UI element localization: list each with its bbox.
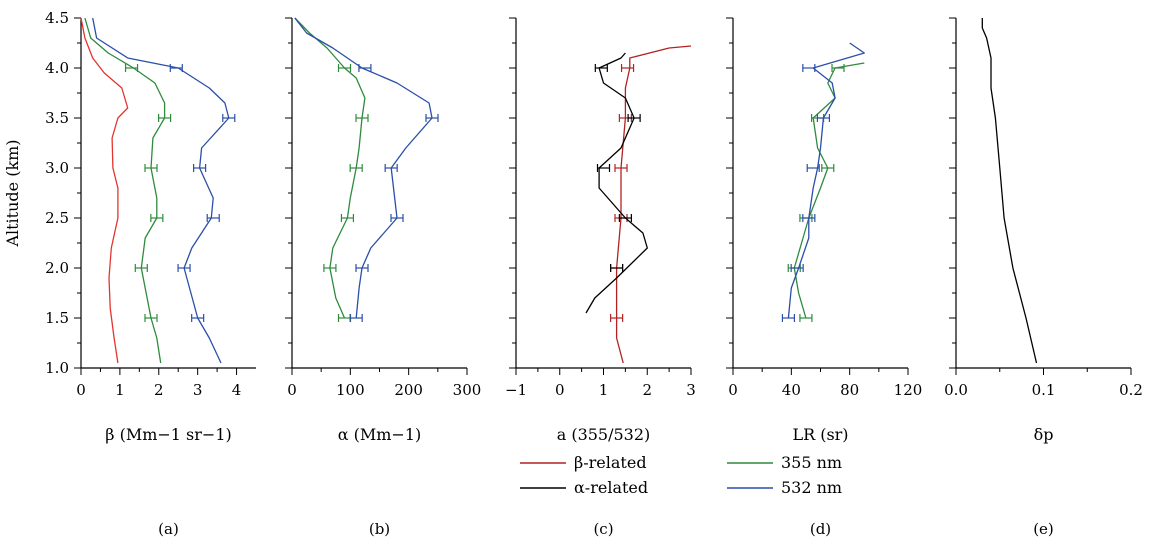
x-tick-label: 0 — [76, 381, 86, 399]
series-line — [294, 17, 433, 319]
legend: β-related α-related 355 nm 532 nm — [520, 453, 842, 497]
x-tick-label: −1 — [505, 381, 527, 399]
series-line — [793, 62, 865, 319]
panel-letter: (c) — [593, 520, 613, 538]
x-tick-label: 300 — [453, 381, 482, 399]
series-line — [615, 45, 692, 364]
panel-2: 0 100 200 300 α (Mm−1) (b) — [285, 17, 482, 538]
x-tick-label: 0 — [287, 381, 297, 399]
x-tick-label: 0 — [728, 381, 738, 399]
panel-4: 0 40 80 120 LR (sr) (d) — [726, 17, 923, 538]
legend-label: β-related — [574, 453, 647, 472]
x-tick-label: 2 — [642, 381, 652, 399]
x-tick-label: 3 — [686, 381, 696, 399]
x-tick-label: 1 — [599, 381, 609, 399]
panel-letter: (b) — [369, 520, 390, 538]
y-tick-label: 2.5 — [45, 209, 69, 227]
x-axis-title: LR (sr) — [792, 425, 848, 444]
legend-label: α-related — [574, 478, 648, 497]
legend-label: 355 nm — [781, 453, 842, 472]
x-tick-label: 80 — [840, 381, 859, 399]
series-line — [787, 42, 865, 319]
x-tick-label: 2 — [154, 381, 164, 399]
panel-letter: (d) — [810, 520, 831, 538]
x-tick-label: 0.2 — [1119, 381, 1143, 399]
x-tick-label: 200 — [394, 381, 423, 399]
series-line — [981, 18, 1038, 364]
x-tick-label: 3 — [193, 381, 203, 399]
y-tick-label: 4.5 — [45, 9, 69, 27]
panel-3: −1 0 1 2 3 a (355/532) (c) — [505, 17, 696, 538]
series-line — [294, 17, 366, 319]
y-tick-label: 3.0 — [45, 159, 69, 177]
legend-label: 532 nm — [781, 478, 842, 497]
x-axis-title: β (Mm−1 sr−1) — [105, 425, 232, 444]
y-tick-label: 2.0 — [45, 259, 69, 277]
y-axis-title: Altitude (km) — [3, 139, 22, 247]
y-tick-label: 1.5 — [45, 309, 69, 327]
panel-letter: (a) — [158, 520, 179, 538]
panel-letter: (e) — [1033, 520, 1054, 538]
y-tick-label: 4.0 — [45, 59, 69, 77]
y-tick-label: 1.0 — [45, 359, 69, 377]
x-tick-label: 0.1 — [1032, 381, 1056, 399]
series-line — [92, 17, 230, 364]
panel-1: 1.0 1.5 2.0 2.5 3.0 3.5 4.0 4.5 Altitude (km) 0 1 2… — [3, 9, 256, 538]
panel-5: 0.0 0.1 0.2 δp (e) — [944, 17, 1143, 538]
x-tick-label: 120 — [894, 381, 923, 399]
x-tick-label: 4 — [232, 381, 242, 399]
series-line — [80, 17, 129, 364]
x-tick-label: 1 — [115, 381, 125, 399]
series-line — [84, 17, 166, 364]
y-tick-label: 3.5 — [45, 109, 69, 127]
x-axis-title: a (355/532) — [557, 425, 651, 444]
x-tick-label: 100 — [336, 381, 365, 399]
x-tick-label: 40 — [782, 381, 801, 399]
x-tick-label: 0.0 — [944, 381, 968, 399]
x-axis-title: δp — [1034, 425, 1054, 444]
x-tick-label: 0 — [555, 381, 565, 399]
x-axis-title: α (Mm−1) — [338, 425, 422, 444]
